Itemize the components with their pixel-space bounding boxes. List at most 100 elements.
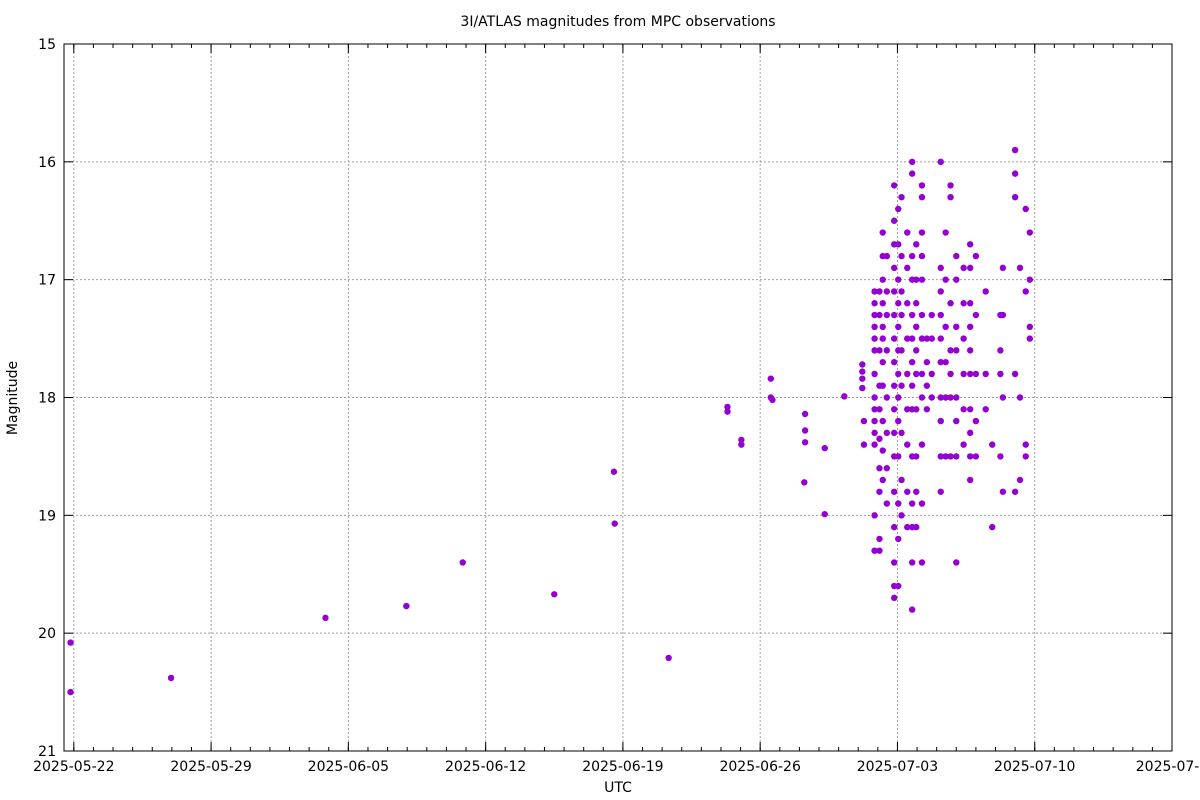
data-point: [972, 453, 980, 460]
x-tick-label: 2025-06-26: [719, 759, 800, 775]
data-point: [947, 394, 954, 401]
data-point: [879, 229, 886, 236]
data-point: [871, 417, 878, 425]
data-point: [953, 394, 960, 401]
data-point: [322, 614, 329, 622]
x-tick-label: 2025-07-03: [857, 759, 938, 775]
data-point: [942, 229, 949, 236]
data-point: [966, 347, 974, 354]
data-point: [960, 300, 967, 307]
data-point: [876, 465, 883, 472]
data-point: [167, 674, 175, 682]
data-point: [942, 394, 949, 401]
data-point: [913, 488, 920, 495]
data-point: [942, 323, 949, 330]
data-point: [947, 182, 954, 189]
data-point: [918, 276, 926, 283]
data-point: [904, 300, 911, 307]
data-point: [1026, 276, 1034, 283]
x-tick-label: 2025-05-29: [170, 759, 251, 775]
data-point: [879, 276, 886, 283]
data-point: [942, 358, 949, 366]
data-point: [1026, 229, 1034, 236]
data-point: [904, 229, 911, 236]
data-point: [890, 182, 898, 189]
data-points: [67, 146, 1034, 696]
data-point: [937, 453, 944, 460]
data-point: [937, 264, 944, 272]
data-point: [923, 358, 931, 366]
data-point: [918, 193, 926, 201]
data-point: [908, 158, 916, 166]
y-tick-label: 19: [38, 508, 56, 524]
data-point: [895, 205, 902, 213]
data-point: [1016, 264, 1024, 272]
data-point: [883, 500, 891, 507]
x-tick-label: 2025-06-12: [445, 759, 526, 775]
data-point: [876, 547, 883, 554]
data-point: [937, 417, 944, 425]
data-point: [966, 476, 974, 484]
data-point: [982, 406, 989, 413]
data-point: [997, 370, 1004, 378]
data-point: [937, 288, 944, 295]
data-point: [953, 252, 960, 260]
data-point: [898, 311, 905, 319]
data-point: [966, 429, 974, 437]
data-point: [947, 370, 954, 378]
data-point: [997, 453, 1004, 460]
y-tick-label: 21: [38, 744, 56, 760]
data-point: [879, 323, 886, 330]
data-point: [953, 347, 960, 354]
data-point: [997, 347, 1004, 354]
data-point: [904, 441, 911, 448]
data-point: [904, 335, 911, 342]
data-point: [821, 444, 828, 452]
data-point: [966, 370, 974, 378]
data-point: [960, 264, 967, 272]
data-point: [871, 429, 878, 437]
data-point: [966, 241, 974, 248]
data-point: [947, 193, 954, 201]
data-point: [871, 288, 878, 295]
data-point: [1022, 441, 1029, 448]
data-point: [966, 300, 974, 307]
x-tick-label: 2025-06-05: [308, 759, 389, 775]
data-point: [1011, 370, 1019, 378]
data-point: [1022, 205, 1029, 213]
data-point: [918, 229, 926, 236]
data-point: [898, 193, 905, 201]
data-point: [928, 311, 935, 319]
data-point: [960, 370, 967, 378]
data-point: [966, 406, 974, 413]
data-point: [942, 453, 949, 460]
data-point: [841, 393, 848, 400]
data-point: [904, 406, 911, 413]
data-point: [879, 382, 886, 389]
data-point: [942, 276, 949, 283]
data-point: [937, 158, 944, 166]
data-point: [966, 323, 974, 330]
data-point: [890, 264, 898, 272]
data-point: [876, 406, 883, 413]
data-point: [1011, 170, 1019, 177]
data-point: [953, 276, 960, 283]
data-point: [895, 241, 902, 248]
data-point: [871, 406, 878, 413]
data-point: [871, 335, 878, 342]
data-point: [895, 500, 902, 507]
data-point: [908, 559, 916, 566]
data-point: [895, 276, 902, 283]
grid-layer: [64, 44, 1172, 751]
data-point: [904, 488, 911, 495]
data-point: [908, 606, 916, 613]
data-point: [895, 453, 902, 460]
data-point: [1011, 193, 1019, 201]
data-point: [908, 335, 916, 342]
data-point: [1026, 323, 1034, 330]
data-point: [908, 311, 916, 319]
data-point: [610, 468, 618, 475]
data-point: [883, 429, 891, 437]
data-point: [883, 347, 891, 354]
